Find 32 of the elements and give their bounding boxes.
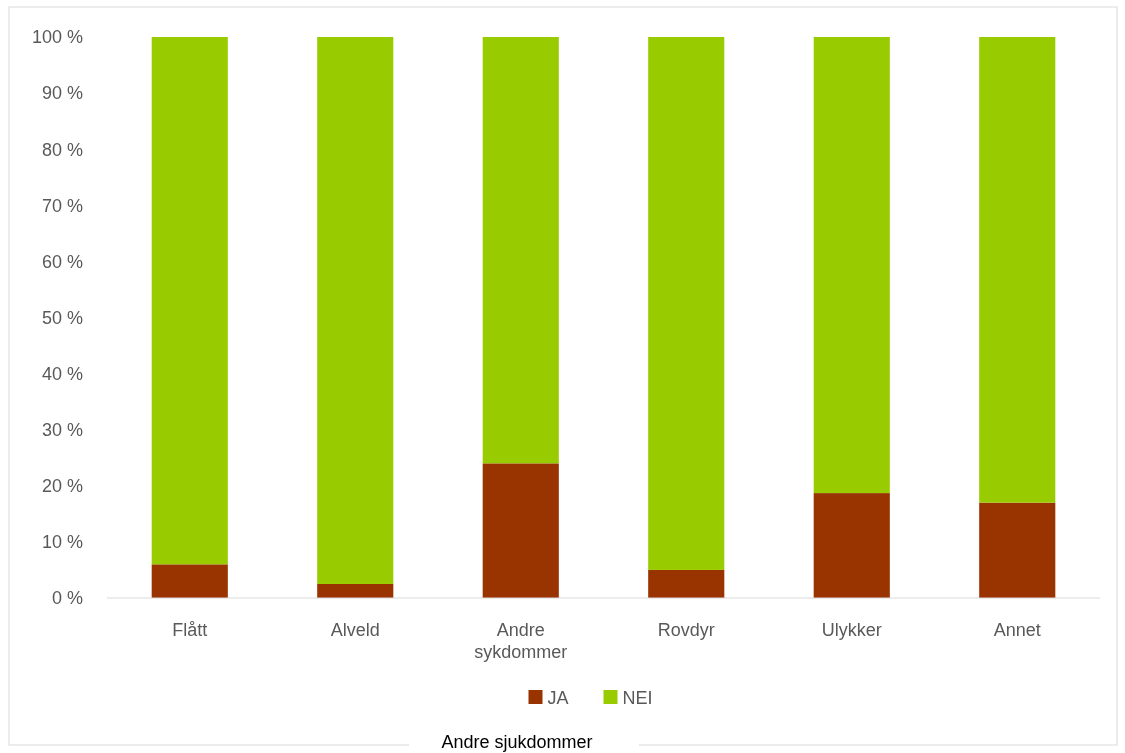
bar <box>979 37 1056 503</box>
x-axis-title: Andre sjukdommer <box>441 732 593 753</box>
x-tick-label: Andre sykdommer <box>474 620 568 662</box>
bar <box>151 564 228 598</box>
y-tick-label: 30 % <box>41 420 83 440</box>
y-tick-label: 70 % <box>41 195 83 216</box>
x-tick-label: Ulykker <box>821 620 882 640</box>
bar <box>813 493 890 598</box>
bar <box>482 37 559 464</box>
y-tick-label: 50 % <box>41 307 83 328</box>
y-tick-label: 80 % <box>41 139 83 160</box>
x-tick-label: Annet <box>993 620 1041 640</box>
x-tick-label: Alveld <box>330 620 380 640</box>
legend-label: JA <box>547 688 569 709</box>
y-tick-label: 0 % <box>51 588 83 609</box>
bar <box>317 37 394 584</box>
bar <box>979 502 1056 598</box>
y-tick-label: 90 % <box>41 83 83 104</box>
x-tick-label: Flått <box>172 620 208 640</box>
bar <box>317 583 394 598</box>
y-tick-label: 10 % <box>41 532 83 553</box>
y-tick-label: 20 % <box>41 476 83 497</box>
y-tick-label: 60 % <box>41 251 83 272</box>
bar <box>648 569 725 598</box>
bar <box>151 37 228 565</box>
y-tick-label: 100 % <box>31 27 83 48</box>
bar <box>482 463 559 598</box>
bar <box>813 37 890 494</box>
y-tick-label: 40 % <box>41 363 83 384</box>
legend-label: NEI <box>622 688 653 709</box>
x-tick-label: Rovdyr <box>657 620 715 640</box>
bar <box>648 37 725 570</box>
